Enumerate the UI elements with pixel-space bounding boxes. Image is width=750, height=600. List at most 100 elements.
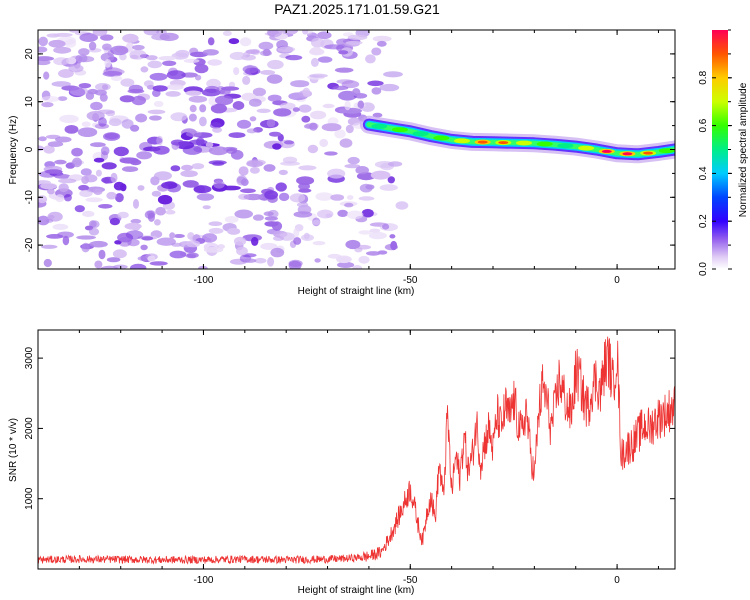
heatmap-noise-blob [314,258,321,263]
heatmap-noise-blob [191,163,205,170]
heatmap-noise-blob [158,56,176,61]
y-tick-label: 1000 [24,487,35,510]
heatmap-noise-blob [303,232,310,240]
heatmap-noise-blob [315,192,334,201]
heatmap-noise-blob [43,145,55,154]
heatmap-noise-blob [196,193,215,201]
heatmap-noise-blob [90,101,103,111]
heatmap-noise-blob [106,191,117,200]
heatmap-noise-blob [130,218,142,224]
heatmap-noise-blob [38,136,47,142]
y-tick-label: 10 [24,96,35,108]
heatmap-noise-blob [82,210,95,217]
heatmap-noise-blob [395,201,409,210]
heatmap-noise-blob [154,171,172,181]
heatmap-noise-blob [110,172,118,183]
heatmap-noise-blob [346,195,354,200]
heatmap-noise-blob [38,59,51,66]
heatmap-ridge-peak [557,143,574,149]
heatmap-noise-blob [383,71,403,78]
heatmap-noise-blob [327,168,346,179]
heatmap-noise-blob [310,110,327,120]
heatmap-noise-blob [64,124,79,134]
heatmap-noise-blob [266,118,276,128]
heatmap-noise-blob [302,30,309,35]
heatmap-noise-blob [203,247,224,253]
y-tick-label: -10 [24,190,35,205]
heatmap-noise-blob [117,211,129,219]
heatmap-noise-blob [58,183,69,193]
heatmap-noise-blob [84,174,98,183]
heatmap-noise-blob [337,261,355,268]
heatmap-ridge-peak [412,131,429,137]
heatmap-noise-blob [269,131,282,137]
heatmap-noise-blob [98,204,113,209]
heatmap-noise-blob [149,261,168,266]
heatmap-noise-blob [72,157,82,168]
heatmap-noise-layer [38,30,409,269]
heatmap-noise-blob [263,164,276,172]
heatmap-noise-blob [208,221,223,226]
heatmap-noise-blob [44,169,63,174]
heatmap-noise-blob [62,235,70,246]
heatmap-noise-blob [242,65,259,74]
heatmap-noise-blob [310,57,319,67]
heatmap-noise-blob [344,164,361,169]
heatmap-noise-blob [170,165,181,172]
heatmap-noise-blob [352,265,363,269]
colorbar-tick-label: 0.6 [698,118,709,132]
heatmap-noise-blob [205,142,214,148]
heatmap-noise-blob [278,192,290,202]
snr-xlabel: Height of straight line (km) [298,585,415,596]
y-tick-label: 0 [24,146,35,152]
heatmap-noise-blob [131,224,141,231]
heatmap-noise-blob [249,166,260,174]
heatmap-noise-blob [119,157,139,164]
heatmap-noise-blob [358,196,375,201]
heatmap-noise-blob [120,78,135,87]
heatmap-noise-blob [38,36,48,47]
heatmap-noise-blob [307,144,319,154]
heatmap-noise-blob [195,137,205,147]
heatmap-noise-blob [199,116,207,127]
heatmap-noise-blob [302,87,311,98]
heatmap-noise-blob [267,59,284,70]
heatmap-noise-blob [100,34,114,41]
heatmap-noise-blob [69,86,89,96]
heatmap-noise-blob [332,85,349,91]
heatmap-noise-blob [209,122,222,129]
heatmap-noise-blob [133,199,139,209]
heatmap-noise-blob [267,209,279,218]
heatmap-noise-blob [270,247,285,258]
heatmap-noise-blob [136,151,153,160]
heatmap-ridge-peak [536,141,553,147]
heatmap-noise-blob [169,250,187,259]
heatmap-noise-blob [102,84,109,90]
heatmap-ridge-core [477,140,488,144]
heatmap-noise-blob [267,30,282,38]
heatmap-noise-blob [272,143,282,150]
heatmap-noise-blob [180,170,198,178]
heatmap-noise-blob [207,59,222,66]
heatmap-noise-blob [347,156,360,165]
heatmap-noise-blob [115,193,124,203]
heatmap-noise-blob [59,114,79,124]
heatmap-noise-blob [365,184,375,190]
heatmap-noise-blob [166,70,186,80]
heatmap-noise-blob [292,107,300,112]
heatmap-noise-blob [201,88,221,97]
heatmap-noise-blob [54,174,71,179]
heatmap-noise-blob [251,236,259,246]
heatmap-noise-blob [78,54,88,63]
heatmap-noise-blob [243,258,257,263]
heatmap-noise-blob [94,260,103,269]
heatmap-noise-blob [228,38,240,45]
heatmap-noise-blob [181,164,193,171]
heatmap-noise-blob [159,32,179,42]
heatmap-noise-blob [156,237,176,246]
heatmap-noise-blob [47,141,64,148]
heatmap-noise-blob [379,184,398,191]
heatmap-noise-blob [165,91,181,97]
snr-ylabel: SNR (10 * v/v) [8,418,19,482]
x-tick-label: 0 [614,575,620,586]
